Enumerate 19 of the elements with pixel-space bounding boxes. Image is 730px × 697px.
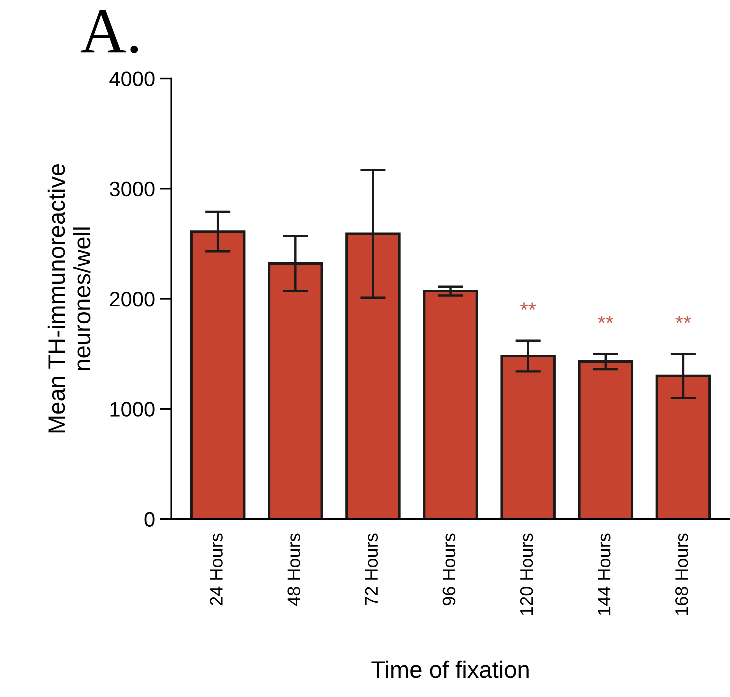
x-tick-label: 120 Hours [520, 534, 534, 616]
bar [423, 290, 478, 520]
annotation: ** [598, 316, 614, 324]
y-tick-label: 0 [144, 512, 155, 528]
x-tick-label: 96 Hours [442, 534, 456, 606]
chart-title: A. [80, 10, 138, 54]
y-axis-title: Mean TH-immunoreactive neurones/well [48, 164, 91, 433]
x-tick-label: 24 Hours [210, 534, 223, 606]
x-tick-label: 144 Hours [598, 534, 611, 616]
x-tick-label: 48 Hours [288, 534, 300, 606]
x-tick-label: 72 Hours [365, 534, 378, 606]
y-tick-label: 4000 [110, 72, 155, 87]
x-tick-label: 168 Hours [676, 534, 688, 616]
annotation: ** [676, 316, 692, 324]
y-tick-label: 2000 [110, 292, 155, 307]
x-axis-title: Time of fixation [372, 660, 529, 678]
y-tick-label: 3000 [110, 182, 155, 197]
annotation: ** [520, 302, 536, 310]
y-tick-label: 1000 [110, 402, 155, 417]
